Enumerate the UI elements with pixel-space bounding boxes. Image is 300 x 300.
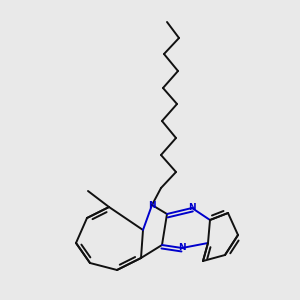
Text: N: N <box>188 203 196 212</box>
Text: N: N <box>148 200 156 209</box>
Text: N: N <box>178 244 186 253</box>
